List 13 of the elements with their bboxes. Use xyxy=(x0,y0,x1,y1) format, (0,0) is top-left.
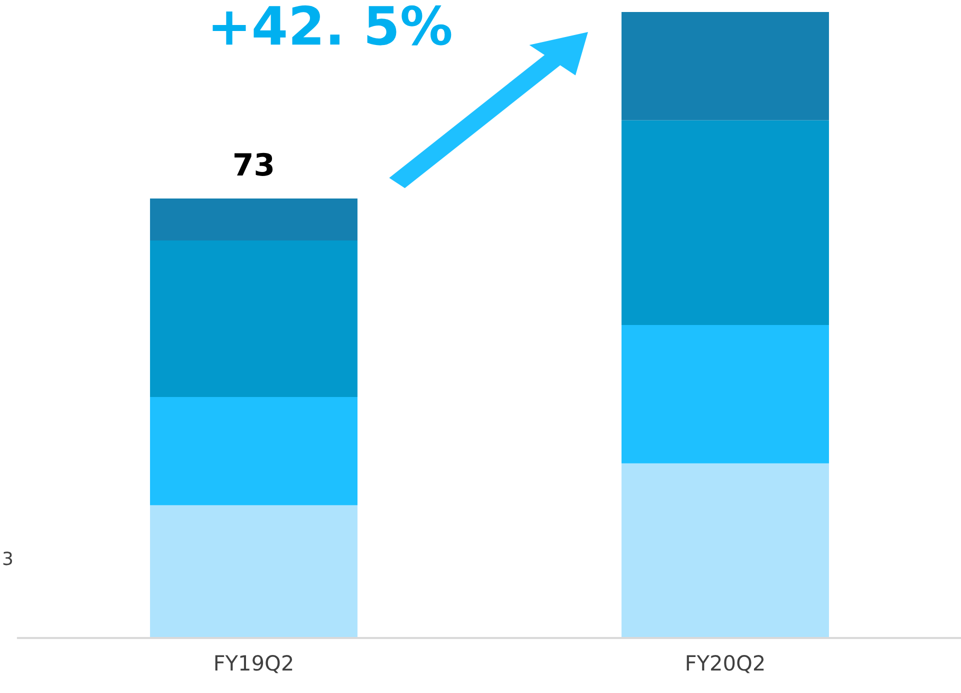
bar xyxy=(150,198,358,240)
x-tick-label: FY19Q2 xyxy=(215,655,292,674)
bar xyxy=(150,505,358,638)
annotation: 73 xyxy=(234,152,273,176)
text: 3 xyxy=(3,552,12,566)
x-tick-label: FY20Q2 xyxy=(686,655,764,674)
bar xyxy=(150,396,358,506)
bar xyxy=(622,120,829,325)
annotation: +42. 5% xyxy=(212,5,452,46)
bar xyxy=(622,463,829,638)
bar xyxy=(622,12,829,120)
bar xyxy=(150,240,358,397)
bar xyxy=(622,325,829,464)
